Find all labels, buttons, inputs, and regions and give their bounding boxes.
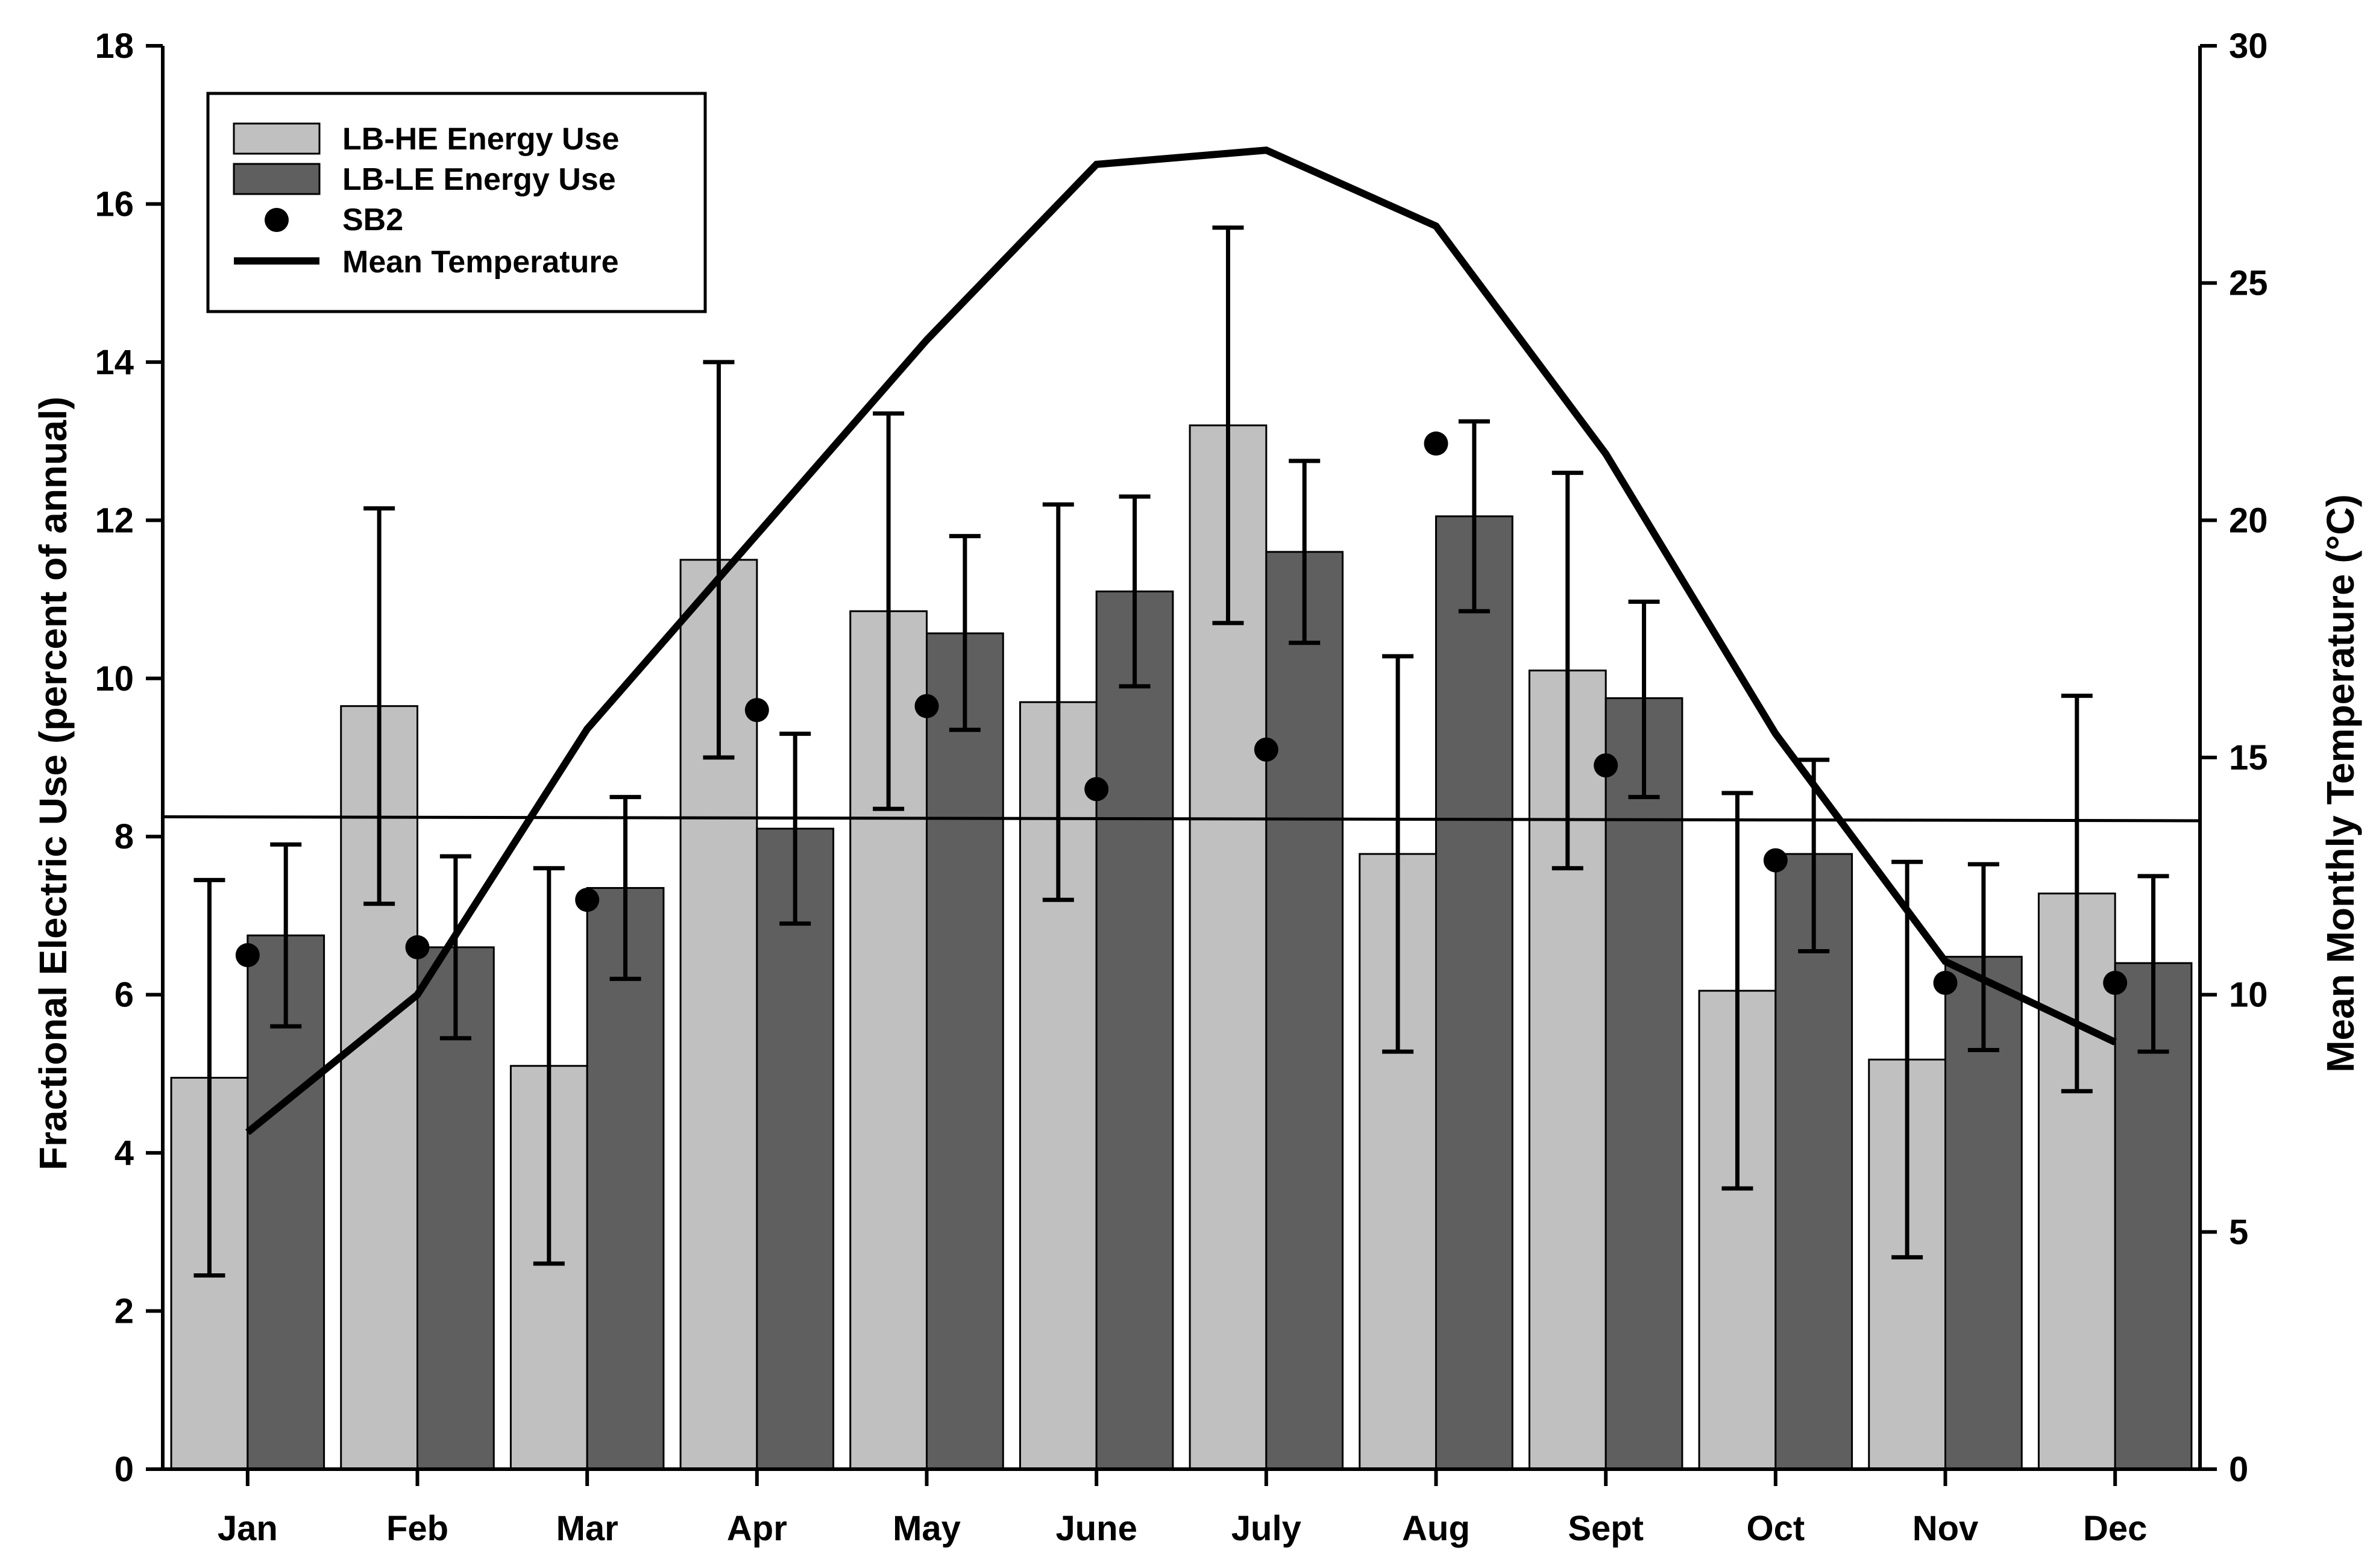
legend-label-mean-temperature: Mean Temperature: [342, 245, 619, 280]
point-sb2-nov: [1933, 970, 1958, 995]
y-tick-label-18: 18: [95, 27, 134, 66]
y-tick-label-6: 6: [115, 976, 134, 1015]
y-tick-label-10: 10: [95, 659, 134, 698]
bar-lb-le-energy-use-july: [1265, 551, 1344, 1470]
y2-tick-label-20: 20: [2229, 501, 2268, 540]
point-sb2-july: [1254, 737, 1278, 762]
y2-tick-label-25: 25: [2229, 264, 2268, 303]
y-axis-title: Fractional Electric Use (percent of annu…: [31, 397, 75, 1170]
bars-layer: [170, 225, 2193, 1470]
y-tick-label-4: 4: [115, 1134, 134, 1173]
point-sb2-jan: [235, 943, 260, 968]
x-tick-label-oct: Oct: [1746, 1509, 1805, 1548]
temperature-line-layer: [245, 146, 2117, 1135]
x-tick-label-july: July: [1231, 1509, 1301, 1548]
point-sb2-may: [914, 694, 939, 718]
legend: LB-HE Energy Use LB-LE Energy Use SB2 Me…: [206, 92, 707, 313]
y2-axis-title: Mean Monthly Temperature (°C): [2319, 494, 2362, 1073]
point-sb2-dec: [2103, 970, 2128, 995]
point-sb2-mar: [575, 888, 600, 912]
y-tick-label-12: 12: [95, 501, 134, 540]
legend-label-lb-he: LB-HE Energy Use: [342, 122, 619, 157]
point-sb2-oct: [1763, 848, 1788, 873]
y-tick-label-0: 0: [115, 1450, 134, 1489]
point-sb2-apr: [744, 698, 769, 723]
bar-lb-le-energy-use-june: [1095, 590, 1174, 1470]
bar-lb-le-energy-use-sept: [1604, 697, 1683, 1470]
legend-marker-sb2: [265, 208, 289, 232]
legend-label-lb-le: LB-LE Energy Use: [342, 162, 616, 197]
x-tick-label-feb: Feb: [386, 1509, 448, 1548]
x-tick-label-mar: Mar: [556, 1509, 618, 1548]
bar-lb-le-energy-use-apr: [756, 827, 835, 1470]
legend-swatch-lb-le: [233, 163, 321, 195]
x-tick-label-jan: Jan: [218, 1509, 278, 1548]
y-tick-label-14: 14: [95, 343, 134, 382]
legend-label-sb2: SB2: [342, 202, 403, 237]
line-mean-temperature: [245, 146, 2117, 1135]
x-tick-label-sept: Sept: [1568, 1509, 1644, 1548]
y-tick-label-2: 2: [115, 1292, 134, 1331]
reference-line-layer: [162, 815, 2201, 823]
x-tick-label-nov: Nov: [1912, 1509, 1979, 1548]
axes-layer: 0 2 4 6 8 10 12 14 16 18 0 5 10 15 20 25 30 Jan Feb Mar Apr M…: [95, 27, 2268, 1548]
x-tick-label-june: June: [1055, 1509, 1137, 1548]
reference-line: [162, 815, 2201, 823]
point-sb2-june: [1084, 777, 1109, 801]
y-tick-label-8: 8: [115, 817, 134, 856]
x-tick-label-apr: Apr: [727, 1509, 787, 1548]
legend-swatch-lb-he: [233, 122, 321, 155]
point-sb2-aug: [1424, 431, 1448, 456]
y-tick-label-16: 16: [95, 184, 134, 224]
x-tick-label-dec: Dec: [2083, 1509, 2147, 1548]
point-sb2-sept: [1594, 753, 1618, 778]
x-tick-label-may: May: [893, 1509, 961, 1548]
y2-tick-label-0: 0: [2229, 1450, 2248, 1489]
y2-tick-label-10: 10: [2229, 976, 2268, 1015]
x-tick-label-aug: Aug: [1402, 1509, 1470, 1548]
y2-tick-label-30: 30: [2229, 27, 2268, 66]
sb2-points-layer: [235, 431, 2128, 995]
bar-lb-le-energy-use-aug: [1435, 515, 1513, 1470]
bar-lb-le-energy-use-may: [926, 632, 1004, 1470]
point-sb2-feb: [405, 935, 430, 959]
y2-tick-label-15: 15: [2229, 738, 2268, 777]
y2-tick-label-5: 5: [2229, 1212, 2248, 1252]
